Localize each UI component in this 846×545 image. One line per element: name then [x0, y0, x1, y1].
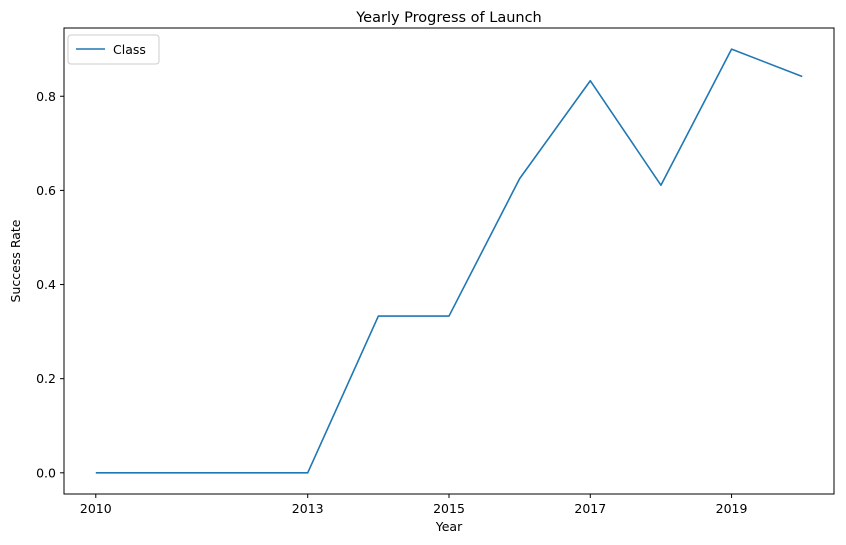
x-axis-ticks: 2010 2013 2015 2017 2019: [80, 494, 748, 516]
x-tick-label: 2013: [292, 501, 324, 516]
y-tick-label: 0.6: [36, 183, 56, 198]
y-tick-label: 0.2: [36, 371, 56, 386]
legend: Class: [67, 34, 160, 65]
x-tick-label: 2015: [433, 501, 465, 516]
series-line-class: [95, 48, 803, 474]
x-axis-label: Year: [435, 519, 463, 534]
x-tick-label: 2017: [574, 501, 606, 516]
y-tick-label: 0.8: [36, 89, 56, 104]
plot-area: [63, 27, 835, 495]
y-tick-label: 0.0: [36, 465, 56, 480]
x-tick-label: 2010: [80, 501, 112, 516]
x-tick-label: 2019: [716, 501, 748, 516]
y-tick-label: 0.4: [36, 277, 56, 292]
legend-box: [67, 34, 160, 65]
y-axis-label: Success Rate: [8, 219, 23, 302]
y-axis-ticks: 0.0 0.2 0.4 0.6 0.8: [36, 89, 64, 480]
chart-title: Yearly Progress of Launch: [355, 10, 542, 26]
legend-label: Class: [113, 42, 146, 57]
